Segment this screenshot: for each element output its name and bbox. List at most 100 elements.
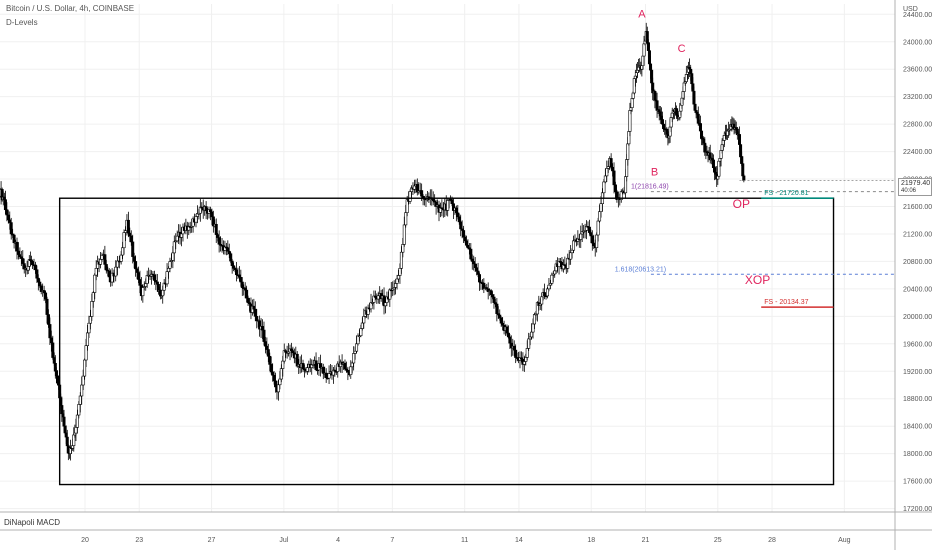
indicator-name[interactable]: D-Levels <box>6 18 38 27</box>
candle-body <box>349 366 353 376</box>
candle-body <box>598 211 602 222</box>
candles <box>0 22 746 461</box>
candle-body <box>540 296 544 305</box>
fs-level-label: FS - 20134.37 <box>764 299 808 306</box>
candle-body <box>83 359 87 377</box>
candle-body <box>33 264 37 271</box>
candle-body <box>527 338 531 349</box>
wave-label-xop: XOP <box>745 273 770 287</box>
y-tick-label: 20400.00 <box>903 286 932 293</box>
candle-body <box>355 343 359 352</box>
candle-body <box>491 294 495 298</box>
candle-body <box>314 360 318 370</box>
candle-body <box>508 336 512 344</box>
candle-body <box>395 278 399 284</box>
y-tick-label: 19600.00 <box>903 341 932 348</box>
candle-body <box>168 261 172 269</box>
candle-body <box>269 364 273 373</box>
candle-body <box>274 380 278 388</box>
fib-level-label: 1.618(20613.21) <box>615 266 666 273</box>
candle-body <box>114 266 118 277</box>
candle-body <box>44 292 48 300</box>
candle-body <box>9 222 13 235</box>
candle-body <box>466 244 470 249</box>
candle-body <box>512 345 516 351</box>
candle-body <box>499 317 503 324</box>
candle-body <box>214 223 218 235</box>
candle-body <box>171 252 175 261</box>
candle-body <box>543 292 547 297</box>
candle-body <box>230 260 234 266</box>
wave-label-op: OP <box>733 197 750 211</box>
candle-body <box>167 267 171 272</box>
candle-body <box>489 290 493 295</box>
annotations: 1(21816.49) 1.618(20613.21) FS - 21720.81 F… <box>615 9 809 306</box>
candle-body <box>506 332 510 338</box>
fib-level-label: 1(21816.49) <box>631 184 669 191</box>
wave-label-c: C <box>678 43 686 55</box>
candle-body <box>463 236 467 242</box>
candle-body <box>394 283 398 288</box>
candle-body <box>36 277 40 283</box>
candle-body <box>90 301 94 317</box>
candle-body <box>35 269 39 279</box>
candle-body <box>103 254 107 265</box>
candle-body <box>462 230 466 238</box>
candle-body <box>194 216 198 223</box>
y-tick-label: 20000.00 <box>903 314 932 321</box>
candle-body <box>501 322 505 326</box>
candle-body <box>579 233 583 240</box>
macd-indicator-name[interactable]: DiNapoli MACD <box>4 518 61 527</box>
candle-body <box>531 323 535 333</box>
projection-box <box>58 197 835 486</box>
candle-body <box>253 308 257 317</box>
candle-body <box>51 342 55 358</box>
candle-body <box>246 297 250 303</box>
candle-body <box>42 290 46 294</box>
candle-body <box>252 305 256 310</box>
candle-body <box>45 298 49 315</box>
candle-body <box>281 360 285 369</box>
candle-body <box>404 212 408 226</box>
overlays <box>58 180 895 486</box>
y-tick-label: 22400.00 <box>903 149 932 156</box>
candle-body <box>352 353 356 364</box>
candle-body <box>15 241 19 252</box>
candle-body <box>131 241 135 257</box>
candle-body <box>210 211 214 218</box>
candle-body <box>376 295 380 300</box>
candle-body <box>161 289 165 297</box>
candle-body <box>321 366 325 374</box>
candle-body <box>16 250 20 255</box>
candle-body <box>87 322 91 334</box>
candle-body <box>227 250 231 255</box>
candle-body <box>122 232 126 249</box>
candle-body <box>145 275 149 284</box>
x-tick-label: 23 <box>135 537 143 544</box>
candle-body <box>135 268 139 273</box>
candle-body <box>93 274 97 293</box>
candle-body <box>132 256 136 262</box>
candle-body <box>180 233 184 238</box>
candle-body <box>587 226 591 233</box>
candle-body <box>605 168 609 177</box>
candle-body <box>261 326 265 331</box>
x-axis[interactable]: 20 23 27 Jul 4 7 11 14 18 21 25 28 Aug <box>0 511 932 544</box>
x-tick-label: 18 <box>587 537 595 544</box>
candle-body <box>642 43 646 57</box>
candle-body <box>596 220 600 236</box>
candle-body <box>353 350 357 354</box>
candle-body <box>88 316 92 324</box>
candle-body <box>48 324 52 339</box>
symbol-title[interactable]: Bitcoin / U.S. Dollar, 4h, COINBASE <box>6 4 135 13</box>
candle-body <box>589 232 593 237</box>
candle-body <box>216 234 220 238</box>
y-tick-label: 21600.00 <box>903 204 932 211</box>
y-axis-unit: USD <box>903 6 918 13</box>
candle-body <box>263 341 267 347</box>
candle-body <box>360 322 364 329</box>
candle-body <box>81 375 85 386</box>
candle-body <box>138 279 142 286</box>
